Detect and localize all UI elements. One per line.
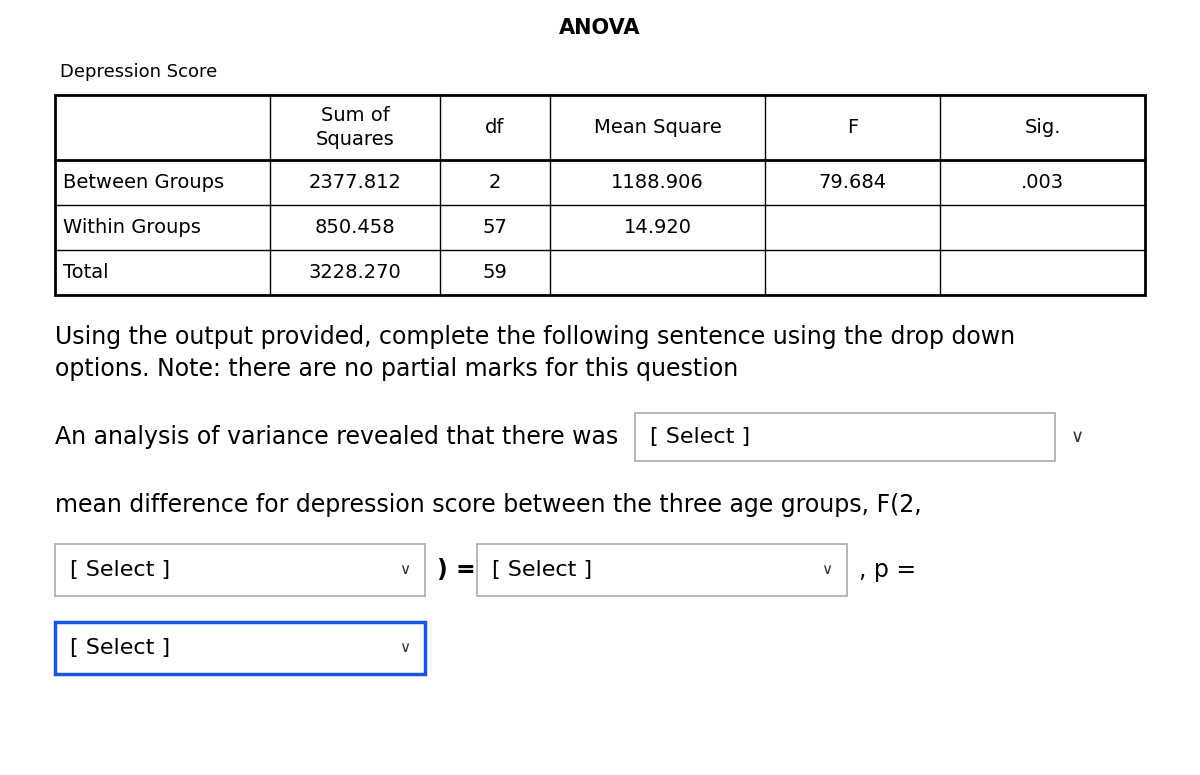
Text: [ Select ]: [ Select ] bbox=[650, 427, 750, 447]
Text: ∨: ∨ bbox=[1070, 428, 1084, 446]
Text: [ Select ]: [ Select ] bbox=[492, 560, 592, 580]
FancyBboxPatch shape bbox=[478, 544, 847, 596]
Text: Mean Square: Mean Square bbox=[594, 118, 721, 137]
Text: , p =: , p = bbox=[859, 558, 916, 582]
FancyBboxPatch shape bbox=[635, 413, 1055, 461]
Text: ∨: ∨ bbox=[400, 563, 410, 577]
Text: [ Select ]: [ Select ] bbox=[70, 560, 170, 580]
Text: ∨: ∨ bbox=[400, 640, 410, 656]
Text: ∨: ∨ bbox=[822, 563, 833, 577]
Text: ) =: ) = bbox=[437, 558, 475, 582]
Text: 79.684: 79.684 bbox=[818, 173, 887, 192]
Text: Total: Total bbox=[64, 263, 109, 282]
Text: df: df bbox=[485, 118, 505, 137]
Text: ANOVA: ANOVA bbox=[559, 18, 641, 38]
Text: 14.920: 14.920 bbox=[624, 218, 691, 237]
Text: An analysis of variance revealed that there was: An analysis of variance revealed that th… bbox=[55, 425, 618, 449]
Text: 57: 57 bbox=[482, 218, 508, 237]
Text: 2: 2 bbox=[488, 173, 502, 192]
Text: Depression Score: Depression Score bbox=[60, 63, 217, 81]
Bar bbox=[55, 95, 1145, 295]
Text: 59: 59 bbox=[482, 263, 508, 282]
FancyBboxPatch shape bbox=[55, 622, 425, 674]
Text: Within Groups: Within Groups bbox=[64, 218, 200, 237]
Text: [ Select ]: [ Select ] bbox=[70, 638, 170, 658]
Text: Using the output provided, complete the following sentence using the drop down: Using the output provided, complete the … bbox=[55, 325, 1015, 349]
Text: mean difference for depression score between the three age groups, F(2,: mean difference for depression score bet… bbox=[55, 493, 922, 517]
Text: Between Groups: Between Groups bbox=[64, 173, 224, 192]
Text: options. Note: there are no partial marks for this question: options. Note: there are no partial mark… bbox=[55, 357, 738, 381]
FancyBboxPatch shape bbox=[55, 544, 425, 596]
Text: .003: .003 bbox=[1021, 173, 1064, 192]
Text: 2377.812: 2377.812 bbox=[308, 173, 402, 192]
Text: Sum of
Squares: Sum of Squares bbox=[316, 106, 395, 149]
Text: 850.458: 850.458 bbox=[314, 218, 395, 237]
Text: F: F bbox=[847, 118, 858, 137]
Text: Sig.: Sig. bbox=[1025, 118, 1061, 137]
Text: 1188.906: 1188.906 bbox=[611, 173, 704, 192]
Text: 3228.270: 3228.270 bbox=[308, 263, 401, 282]
